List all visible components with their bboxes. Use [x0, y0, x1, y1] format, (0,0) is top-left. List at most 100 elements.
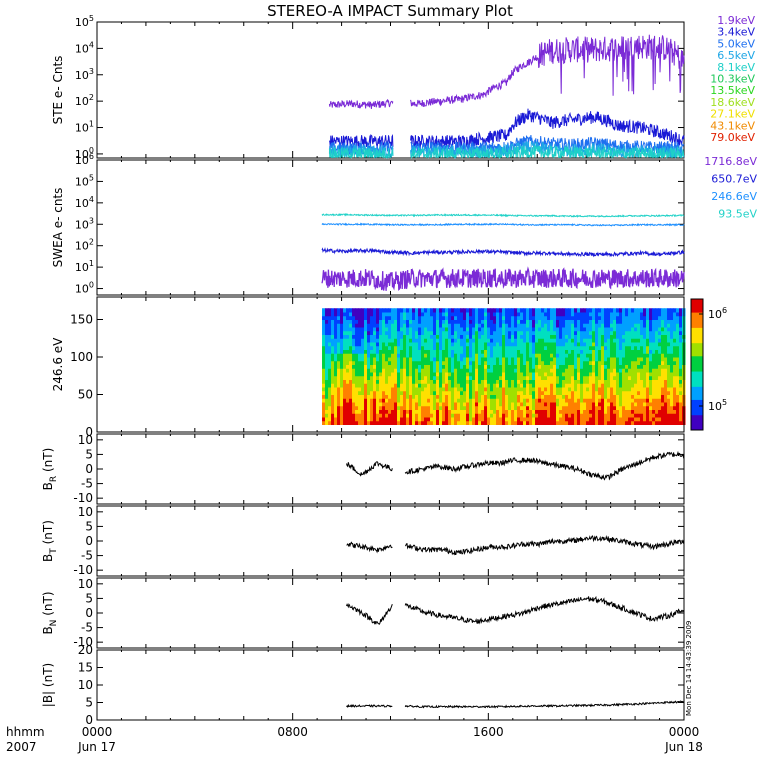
spectrogram-cell — [457, 357, 461, 362]
spectrogram-cell — [424, 357, 428, 362]
spectrogram-cell — [508, 357, 512, 362]
spectrogram-cell — [493, 394, 497, 399]
spectrogram-cell — [655, 364, 659, 369]
spectrogram-cell — [505, 398, 509, 403]
spectrogram-cell — [652, 315, 656, 320]
spectrogram-cell — [658, 375, 662, 380]
spectrogram-cell — [514, 387, 518, 392]
spectrogram-cell — [367, 357, 371, 362]
spectrogram-cell — [343, 405, 347, 410]
spectrogram-cell — [577, 420, 581, 425]
bfield-trace — [346, 535, 685, 556]
spectrogram-cell — [508, 349, 512, 354]
spectrogram-cell — [541, 319, 545, 324]
ste-legend-1.9keV: 1.9keV — [717, 14, 755, 27]
spectrogram-cell — [361, 413, 365, 418]
spectrogram-cell — [583, 323, 587, 328]
spectrogram-cell — [382, 323, 386, 328]
spectrogram-cell — [442, 394, 446, 399]
spectrogram-cell — [481, 368, 485, 373]
spectrogram-cell — [445, 334, 449, 339]
spectrogram-cell — [340, 387, 344, 392]
ste-legend: 1.9keV3.4keV5.0keV6.5keV8.1keV10.3keV13.… — [710, 14, 755, 144]
spectrogram-cell — [649, 353, 653, 358]
spectrogram-cell — [328, 338, 332, 343]
spectrogram-cell — [496, 409, 500, 414]
spectrogram-cell — [355, 387, 359, 392]
spectrogram-cell — [541, 330, 545, 335]
spectrogram-cell — [454, 312, 458, 317]
spectrogram-cell — [511, 327, 515, 332]
spectrogram-cell — [379, 308, 383, 313]
spectrogram-cell — [634, 413, 638, 418]
spectrogram-cell — [370, 357, 374, 362]
spectrogram-cell — [568, 364, 572, 369]
spectrogram-cell — [658, 345, 662, 350]
spectrogram-cell — [391, 330, 395, 335]
spectrogram-cell — [592, 368, 596, 373]
spectrogram-cell — [628, 402, 632, 407]
spectrogram-cell — [562, 383, 566, 388]
spectrogram-cell — [598, 405, 602, 410]
spectrogram-cell — [391, 398, 395, 403]
spectrogram-cell — [640, 364, 644, 369]
spectrogram-cell — [622, 364, 626, 369]
spectrogram-cell — [589, 409, 593, 414]
spectrogram-cell — [394, 409, 398, 414]
spectrogram-cell — [631, 334, 635, 339]
spectrogram-cell — [541, 379, 545, 384]
spectrogram-cell — [589, 405, 593, 410]
spectrogram-cell — [469, 375, 473, 380]
spectrogram-cell — [550, 327, 554, 332]
spectrogram-cell — [349, 338, 353, 343]
spectrogram-cell — [340, 398, 344, 403]
spectrogram-cell — [412, 315, 416, 320]
spectrogram-cell — [658, 327, 662, 332]
spectrogram-cell — [400, 372, 404, 377]
spectrogram-cell — [445, 319, 449, 324]
spectrogram-cell — [619, 327, 623, 332]
spectrogram-cell — [616, 413, 620, 418]
spectrogram-cell — [499, 375, 503, 380]
spectrogram-cell — [589, 315, 593, 320]
spectrogram-cell — [403, 413, 407, 418]
spectrogram-cell — [364, 420, 368, 425]
spectrogram-cell — [475, 417, 479, 422]
spectrogram-cell — [508, 405, 512, 410]
spectrogram-cell — [676, 315, 680, 320]
spectrogram-cell — [556, 338, 560, 343]
spectrogram-cell — [493, 379, 497, 384]
spectrogram-cell — [418, 383, 422, 388]
spectrogram-cell — [535, 394, 539, 399]
spectrogram-cell — [493, 413, 497, 418]
spectrogram-cell — [430, 417, 434, 422]
spectrogram-cell — [460, 330, 464, 335]
spectrogram-cell — [586, 308, 590, 313]
spectrogram-cell — [340, 420, 344, 425]
spectrogram-cell — [334, 345, 338, 350]
spectrogram-cell — [586, 368, 590, 373]
spectrogram-cell — [451, 345, 455, 350]
spectrogram-cell — [496, 315, 500, 320]
spectrogram-cell — [568, 353, 572, 358]
colorbar-cell — [691, 408, 703, 411]
spectrogram-cell — [475, 398, 479, 403]
colorbar-cell — [691, 351, 703, 355]
spectrogram-cell — [625, 353, 629, 358]
spectrogram-cell — [355, 417, 359, 422]
spectrogram-cell — [403, 327, 407, 332]
spectrogram-cell — [481, 319, 485, 324]
timestamp-text: Mon Dec 14 14:43:39 2009 — [685, 621, 693, 716]
spectrogram-cell — [664, 398, 668, 403]
spectrogram-cell — [478, 323, 482, 328]
spectrogram-cell — [397, 379, 401, 384]
spectrogram-cell — [628, 323, 632, 328]
spectrogram-cell — [406, 383, 410, 388]
spectrogram-cell — [664, 409, 668, 414]
spectrogram-cell — [430, 330, 434, 335]
spectrogram-cell — [676, 360, 680, 365]
spectrogram-cell — [409, 413, 413, 418]
spectrogram-cell — [562, 319, 566, 324]
spectrogram-cell — [613, 334, 617, 339]
spectrogram-cell — [343, 420, 347, 425]
